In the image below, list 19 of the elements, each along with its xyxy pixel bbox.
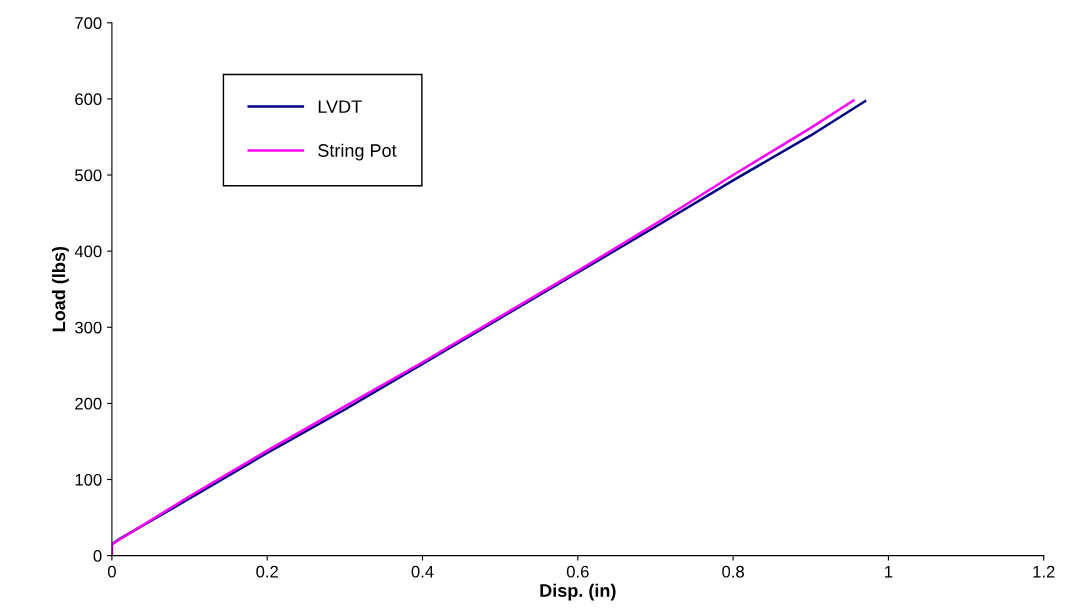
y-tick-label: 200 bbox=[75, 397, 102, 410]
y-tick-label: 300 bbox=[75, 321, 102, 334]
y-tick-label: 0 bbox=[93, 550, 102, 562]
x-tick-label: 0.2 bbox=[256, 565, 278, 578]
x-tick-label: 1 bbox=[885, 565, 893, 578]
y-axis-title: Load (lbs) bbox=[51, 246, 69, 332]
legend-label: String Pot bbox=[318, 143, 397, 161]
x-axis-title: Disp. (in) bbox=[540, 583, 616, 601]
y-tick-label: 600 bbox=[75, 93, 102, 106]
y-tick-label: 500 bbox=[75, 169, 102, 182]
x-tick-label: 0 bbox=[107, 565, 116, 578]
legend-label: LVDT bbox=[318, 100, 362, 113]
x-tick-label: 0.4 bbox=[411, 565, 434, 578]
x-tick-label: 1.2 bbox=[1033, 565, 1055, 578]
y-tick-label: 400 bbox=[74, 245, 102, 258]
y-tick-label: 700 bbox=[75, 17, 102, 29]
x-tick-label: 0.6 bbox=[566, 565, 589, 578]
x-tick-label: 0.8 bbox=[722, 565, 744, 578]
y-tick-label: 100 bbox=[75, 473, 102, 486]
